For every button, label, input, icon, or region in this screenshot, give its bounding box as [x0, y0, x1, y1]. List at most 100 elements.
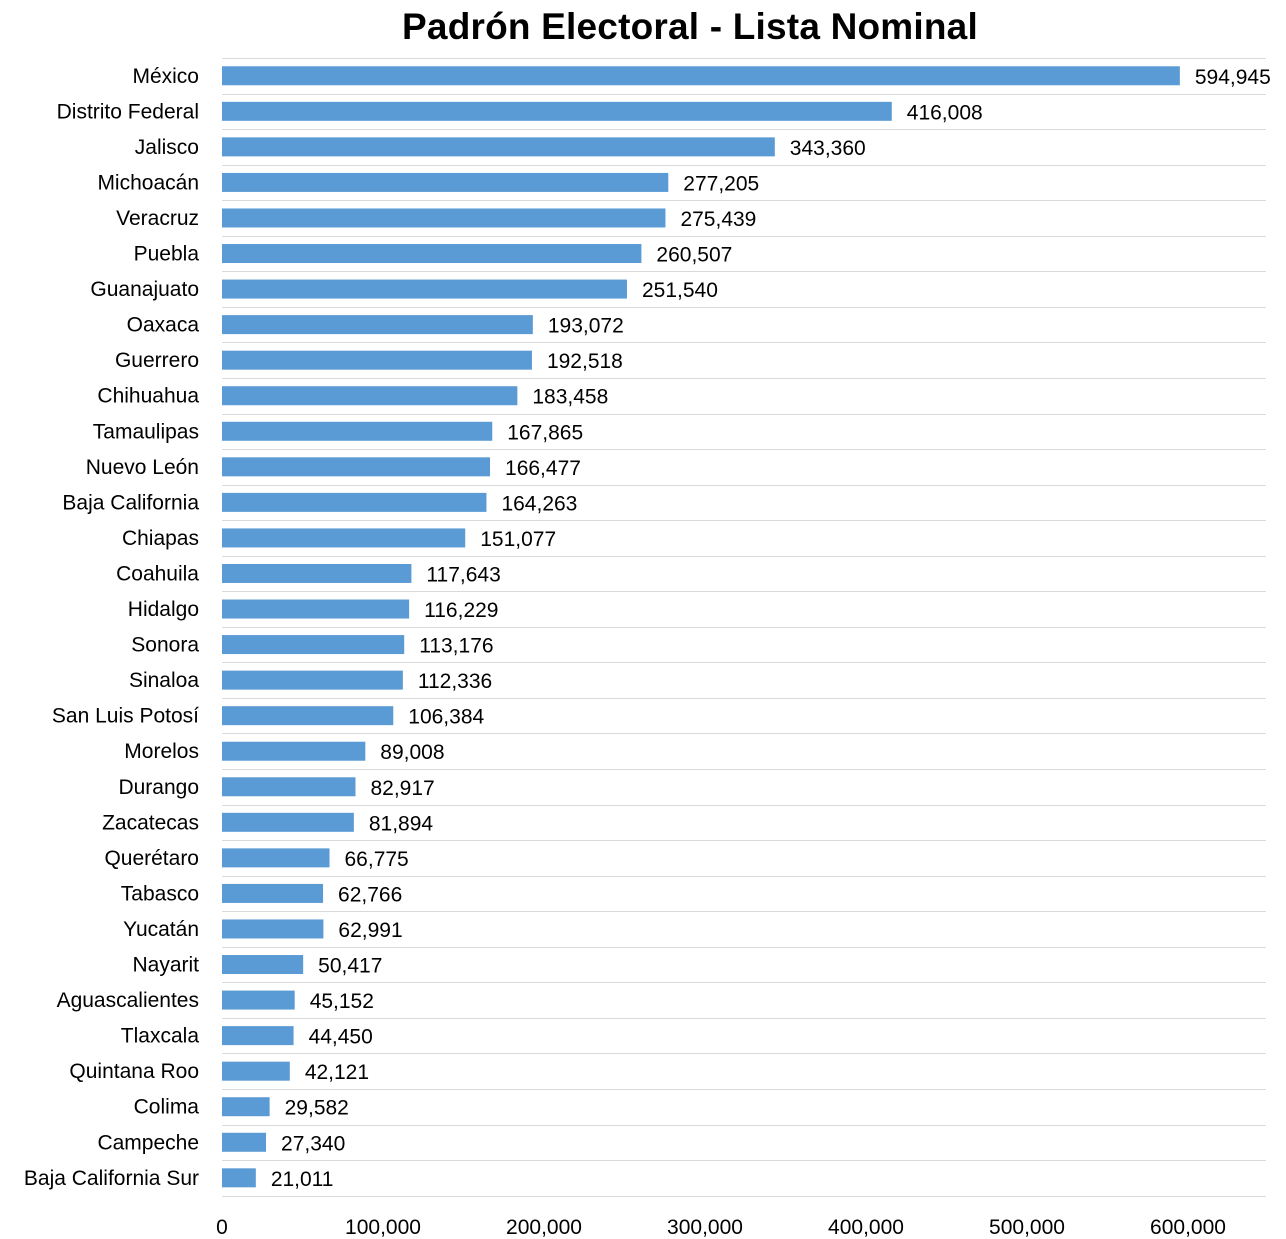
data-label: 62,766	[338, 883, 402, 906]
bar	[222, 1061, 290, 1081]
data-label: 50,417	[318, 955, 382, 978]
bar	[222, 528, 466, 548]
data-label: 45,152	[310, 990, 374, 1013]
data-label: 44,450	[309, 1026, 373, 1049]
bar	[222, 635, 405, 655]
data-label: 151,077	[480, 528, 556, 551]
bar	[222, 350, 532, 370]
category-label: Aguascalientes	[57, 989, 199, 1012]
x-tick-label: 300,000	[667, 1216, 743, 1239]
data-label: 21,011	[271, 1168, 334, 1191]
bar	[222, 741, 366, 761]
x-tick-label: 400,000	[828, 1216, 904, 1239]
category-label: Durango	[118, 776, 199, 799]
data-label: 112,336	[418, 670, 492, 693]
data-label: 164,263	[501, 492, 577, 515]
data-label: 117,643	[426, 563, 500, 586]
category-label: Querétaro	[104, 847, 199, 870]
category-label: Baja California	[62, 491, 199, 514]
x-tick-label: 200,000	[506, 1216, 582, 1239]
category-label: Colima	[134, 1096, 200, 1119]
bar	[222, 66, 1180, 86]
x-tick-label: 0	[216, 1216, 228, 1239]
category-label: Michoacán	[97, 171, 199, 194]
bar	[222, 244, 642, 264]
bar	[222, 208, 666, 228]
bar	[222, 421, 493, 441]
data-label: 166,477	[505, 457, 581, 480]
category-label: Hidalgo	[128, 598, 199, 621]
bar	[222, 955, 304, 975]
bar	[222, 101, 892, 121]
bar	[222, 990, 295, 1010]
chart-title: Padrón Electoral - Lista Nominal	[402, 6, 978, 47]
category-labels: México Distrito Federal Jalisco Michoacán Ve…	[24, 65, 199, 1190]
bar	[222, 1132, 267, 1152]
category-label: Morelos	[124, 740, 199, 763]
category-label: Guanajuato	[90, 278, 199, 301]
bar	[222, 315, 533, 335]
category-label: Veracruz	[116, 207, 199, 230]
category-label: Puebla	[134, 243, 200, 266]
category-label: Quintana Roo	[69, 1060, 199, 1083]
bar	[222, 599, 410, 619]
bar	[222, 812, 354, 832]
bar	[222, 279, 627, 299]
data-label: 106,384	[408, 706, 484, 729]
data-label: 260,507	[656, 244, 732, 267]
bar	[222, 137, 775, 157]
data-label: 27,340	[281, 1132, 345, 1155]
value-labels: 594,945 416,008 343,360 277,205 275,439 260,5…	[271, 66, 1271, 1191]
data-label: 594,945	[1195, 66, 1271, 89]
data-label: 277,205	[683, 172, 759, 195]
bar	[222, 1168, 256, 1188]
x-tick-label: 500,000	[989, 1216, 1065, 1239]
category-label: México	[132, 65, 199, 88]
bar	[222, 1026, 294, 1046]
x-tick-label: 600,000	[1150, 1216, 1226, 1239]
bar	[222, 848, 330, 868]
data-label: 251,540	[642, 279, 718, 302]
category-label: Campeche	[97, 1131, 199, 1154]
bar	[222, 386, 518, 406]
category-label: Chiapas	[122, 527, 199, 550]
category-label: Nayarit	[132, 954, 199, 977]
bar	[222, 492, 487, 512]
category-label: Tamaulipas	[93, 420, 199, 443]
row-gridlines	[222, 58, 1266, 1197]
bar	[222, 883, 324, 903]
data-label: 113,176	[419, 635, 493, 658]
bar	[222, 172, 669, 192]
data-label: 183,458	[532, 386, 608, 409]
category-label: Baja California Sur	[24, 1167, 199, 1190]
x-tick-label: 100,000	[345, 1216, 421, 1239]
x-axis-tick-labels: 0 100,000 200,000 300,000 400,000 500,000 600,…	[216, 1216, 1226, 1239]
category-label: Tabasco	[121, 882, 199, 905]
data-label: 89,008	[380, 741, 444, 764]
category-label: Jalisco	[135, 136, 199, 159]
category-label: Oaxaca	[127, 314, 200, 337]
bar	[222, 670, 403, 690]
bar	[222, 563, 412, 583]
data-label: 192,518	[547, 350, 623, 373]
data-label: 275,439	[680, 208, 756, 231]
data-label: 66,775	[345, 848, 409, 871]
data-label: 116,229	[424, 599, 498, 622]
data-label: 82,917	[370, 777, 434, 800]
category-label: Chihuahua	[97, 385, 199, 408]
bar	[222, 1097, 270, 1117]
category-label: Sonora	[131, 634, 199, 657]
data-label: 343,360	[790, 137, 866, 160]
bar	[222, 457, 491, 477]
data-label: 416,008	[907, 101, 983, 124]
category-label: Sinaloa	[129, 669, 199, 692]
bar	[222, 706, 394, 726]
data-label: 81,894	[369, 812, 434, 835]
bars	[222, 66, 1180, 1188]
category-label: Distrito Federal	[57, 100, 199, 123]
category-label: Nuevo León	[86, 456, 199, 479]
category-label: Coahuila	[116, 562, 199, 585]
category-label: Guerrero	[115, 349, 199, 372]
data-label: 193,072	[548, 315, 624, 338]
